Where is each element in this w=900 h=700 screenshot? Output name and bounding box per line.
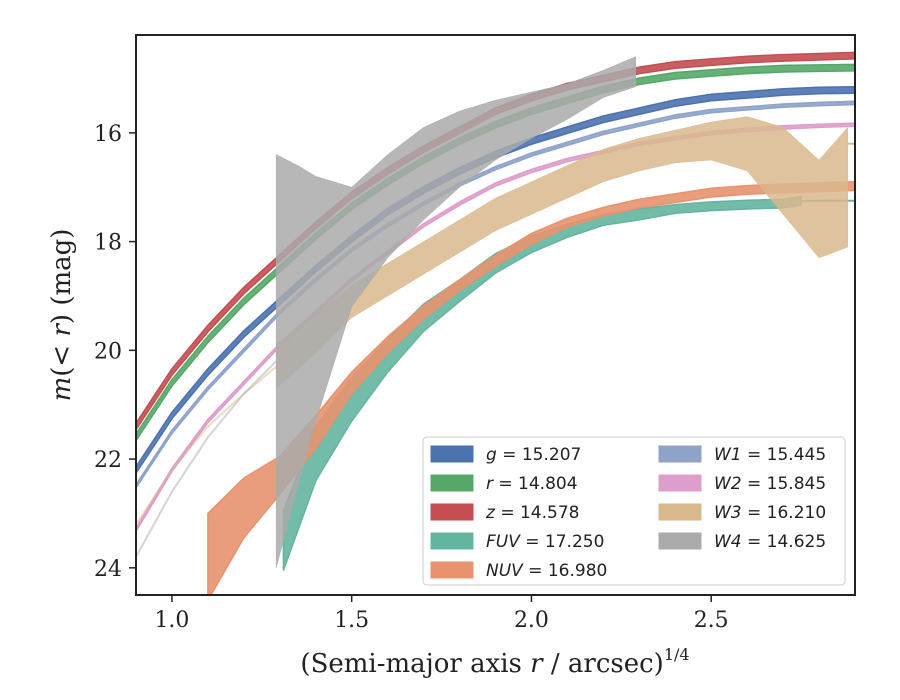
legend-label: g = 15.207 — [486, 445, 581, 465]
ticks-layer: 1.0 1.5 2.0 2.5 16 18 20 22 24 — [94, 122, 729, 633]
legend-label: W1 = 15.445 — [714, 445, 826, 465]
w3-band — [275, 116, 849, 389]
w4-band — [275, 56, 636, 568]
y-tick-label: 18 — [94, 231, 122, 256]
legend-label: r = 14.804 — [486, 474, 578, 494]
x-tick-label: 2.5 — [694, 608, 729, 633]
legend-label: NUV = 16.980 — [486, 561, 607, 581]
y-tick-label: 24 — [94, 557, 122, 582]
x-axis-label: (Semi-major axis r / arcsec)1/4 — [300, 645, 689, 679]
legend-swatch — [430, 532, 474, 550]
legend-label: W3 = 16.210 — [714, 503, 826, 523]
legend-swatch — [658, 445, 702, 463]
y-axis-label: m(< r) (mag) — [47, 229, 77, 402]
y-tick-label: 20 — [94, 339, 122, 364]
legend-swatch — [430, 474, 474, 492]
x-tick-label: 1.0 — [154, 608, 189, 633]
series-layer — [136, 51, 855, 595]
x-tick-label: 1.5 — [334, 608, 369, 633]
legend-label: FUV = 17.250 — [486, 532, 604, 552]
legend-label: W2 = 15.845 — [714, 474, 826, 494]
w3-extension-line — [136, 365, 277, 525]
legend-swatch — [658, 474, 702, 492]
legend: g = 15.207 r = 14.804 z = 14.578 FUV = 17.2… — [422, 436, 846, 586]
legend-swatch — [430, 503, 474, 521]
y-tick-label: 22 — [94, 448, 122, 473]
legend-label: z = 14.578 — [485, 503, 579, 523]
legend-swatch — [430, 561, 474, 579]
nuv-band — [207, 181, 855, 595]
legend-swatch — [430, 445, 474, 463]
legend-box — [422, 436, 846, 586]
legend-swatch — [658, 503, 702, 521]
x-tick-label: 2.0 — [514, 608, 549, 633]
w4-extension-line — [136, 360, 277, 558]
plot-frame — [135, 34, 856, 596]
y-tick-label: 16 — [94, 122, 122, 147]
legend-swatch — [658, 532, 702, 550]
legend-label: W4 = 14.625 — [714, 532, 826, 552]
